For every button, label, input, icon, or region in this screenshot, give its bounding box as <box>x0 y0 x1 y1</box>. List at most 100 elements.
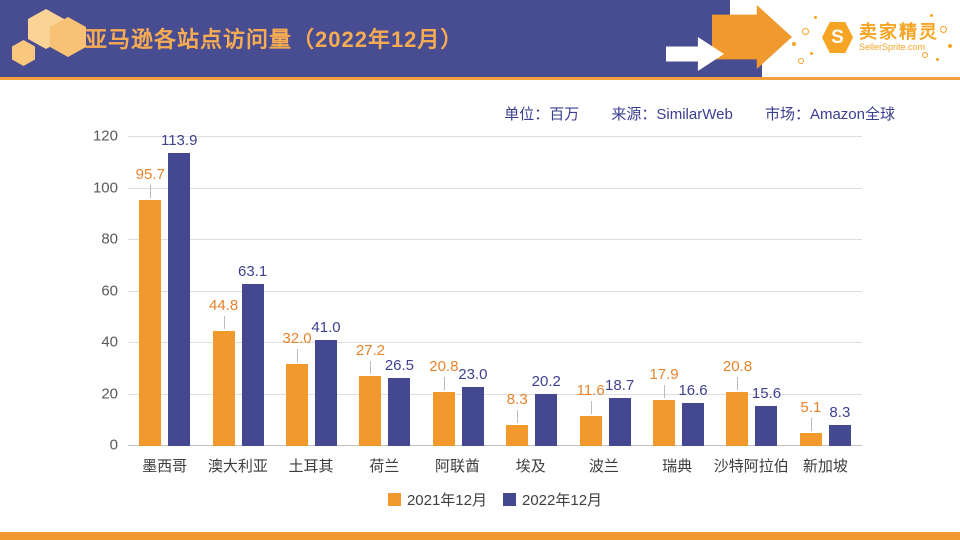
label-leader-line <box>223 315 225 329</box>
bar-group: 32.0 41.0 <box>275 137 348 446</box>
decor-dot <box>940 26 947 33</box>
label-leader-line <box>810 417 812 431</box>
arrow-right-icon <box>712 5 792 69</box>
legend-label: 2021年12月 <box>406 492 487 509</box>
bar-value-label: 8.3 <box>829 403 851 421</box>
y-axis-tick: 0 <box>109 436 118 454</box>
y-axis-tick: 20 <box>101 385 118 402</box>
chart-legend: 2021年12月 2022年12月 <box>128 489 862 510</box>
bar-group: 95.7 113.9 <box>128 132 201 446</box>
x-axis-label: 埃及 <box>515 458 546 475</box>
meta-source: 来源：SimilarWeb <box>611 106 733 123</box>
bar-2022年12月: 26.5 <box>385 357 414 446</box>
x-axis-labels: 墨西哥 澳大利亚 土耳其 荷兰 阿联酋 埃及 波兰 瑞典 沙特阿拉伯 新加坡 <box>128 455 862 476</box>
bar-value-label: 8.3 <box>506 390 528 408</box>
gridline: 80 <box>101 231 862 248</box>
bar-value-label: 63.1 <box>238 262 268 280</box>
label-leader-line <box>370 360 372 374</box>
y-axis-tick: 120 <box>92 127 118 145</box>
logo-area: S 卖家精灵 SellerSprite.com <box>790 8 958 70</box>
y-axis-tick: 80 <box>101 230 118 248</box>
legend-swatch <box>503 493 516 506</box>
decor-dot <box>936 58 939 61</box>
sellersprite-logo: S 卖家精灵 SellerSprite.com <box>822 22 939 53</box>
x-axis-label: 澳大利亚 <box>207 458 268 475</box>
x-axis-label: 墨西哥 <box>142 458 188 475</box>
bar-group: 17.9 16.6 <box>642 137 715 446</box>
y-axis-tick: 40 <box>101 333 118 351</box>
x-axis-label: 新加坡 <box>802 458 848 475</box>
decor-dot <box>792 42 796 46</box>
bar-group: 27.2 26.5 <box>348 137 421 446</box>
legend-item: 2022年12月 <box>503 489 602 510</box>
bar-2021年12月: 11.6 <box>577 382 605 446</box>
bar-value-label: 16.6 <box>678 382 708 400</box>
x-axis-label: 荷兰 <box>369 458 400 475</box>
bar-value-label: 18.7 <box>605 376 635 394</box>
x-axis-label: 沙特阿拉伯 <box>713 458 789 475</box>
decor-dot <box>922 52 928 58</box>
bar-2021年12月: 44.8 <box>209 297 238 446</box>
x-axis-label: 瑞典 <box>662 458 693 475</box>
bar-group: 11.6 18.7 <box>568 137 641 446</box>
label-leader-line <box>590 401 592 415</box>
gridline: 40 <box>101 334 862 351</box>
label-leader-line <box>297 348 299 362</box>
gridline: 0 <box>110 437 862 454</box>
y-axis-tick: 100 <box>92 179 118 196</box>
bar-group: 8.3 20.2 <box>495 137 568 446</box>
bar-2022年12月: 63.1 <box>238 263 267 446</box>
label-leader-line <box>517 409 519 423</box>
bar-group: 20.8 15.6 <box>715 137 788 446</box>
bar-value-label: 27.2 <box>355 341 386 359</box>
bar-chart: 0 20 40 60 80 100 120 95.7 113.9 44.8 63.1 32.0 41.… <box>93 128 862 509</box>
bar-value-label: 113.9 <box>160 131 198 149</box>
bar-value-label: 44.8 <box>209 296 239 314</box>
page-title: 亚马逊各站点访问量（2022年12月） <box>85 27 464 52</box>
bar-value-label: 41.0 <box>311 319 341 337</box>
legend-item: 2021年12月 <box>387 489 487 510</box>
bar-2021年12月: 32.0 <box>282 330 312 446</box>
bar-2022年12月: 23.0 <box>458 366 487 446</box>
meta-unit: 单位：百万 <box>504 106 580 123</box>
meta-market: 市场：Amazon全球 <box>764 106 895 123</box>
bar-group: 20.8 23.0 <box>422 137 495 446</box>
bar-2022年12月: 18.7 <box>605 377 634 446</box>
bar-value-label: 17.9 <box>649 365 679 383</box>
bar-value-label: 5.1 <box>800 398 822 416</box>
bar-value-label: 32.0 <box>282 329 312 347</box>
logo-domain: SellerSprite.com <box>859 42 926 52</box>
bar-value-label: 11.6 <box>576 382 605 400</box>
bar-2022年12月: 20.2 <box>532 373 561 446</box>
decor-dot <box>930 14 933 17</box>
bar-group: 5.1 8.3 <box>789 137 862 446</box>
label-leader-line <box>737 377 739 391</box>
decor-dot <box>948 44 952 48</box>
bar-value-label: 20.2 <box>531 373 561 390</box>
label-leader-line <box>664 384 666 398</box>
bar-2022年12月: 41.0 <box>311 319 341 446</box>
footer-accent-bar <box>0 532 960 540</box>
decor-dot <box>802 28 809 35</box>
x-axis-label: 阿联酋 <box>434 458 480 475</box>
decor-dot <box>814 16 817 19</box>
chart-meta: 单位：百万 来源：SimilarWeb 市场：Amazon全球 <box>504 103 895 124</box>
bar-groups: 95.7 113.9 44.8 63.1 32.0 41.0 27.2 26.5 20.8 23.… <box>128 132 862 446</box>
hexagon-decor-icon <box>12 40 35 66</box>
bar-value-label: 20.8 <box>722 358 753 376</box>
bar-2022年12月: 8.3 <box>828 404 851 446</box>
bar-2021年12月: 17.9 <box>649 366 679 446</box>
decor-dot <box>798 58 804 64</box>
sellersprite-hexagon-icon: S <box>822 22 853 53</box>
bar-2021年12月: 27.2 <box>356 342 385 446</box>
bar-2021年12月: 5.1 <box>799 399 822 446</box>
bar-2021年12月: 20.8 <box>723 358 752 446</box>
label-leader-line <box>150 184 152 198</box>
label-leader-line <box>443 377 445 391</box>
bar-value-label: 15.6 <box>751 384 782 402</box>
bar-value-label: 20.8 <box>429 358 459 376</box>
y-axis-tick: 60 <box>101 282 118 299</box>
bar-2021年12月: 95.7 <box>136 166 165 446</box>
x-axis-label: 土耳其 <box>288 458 334 475</box>
